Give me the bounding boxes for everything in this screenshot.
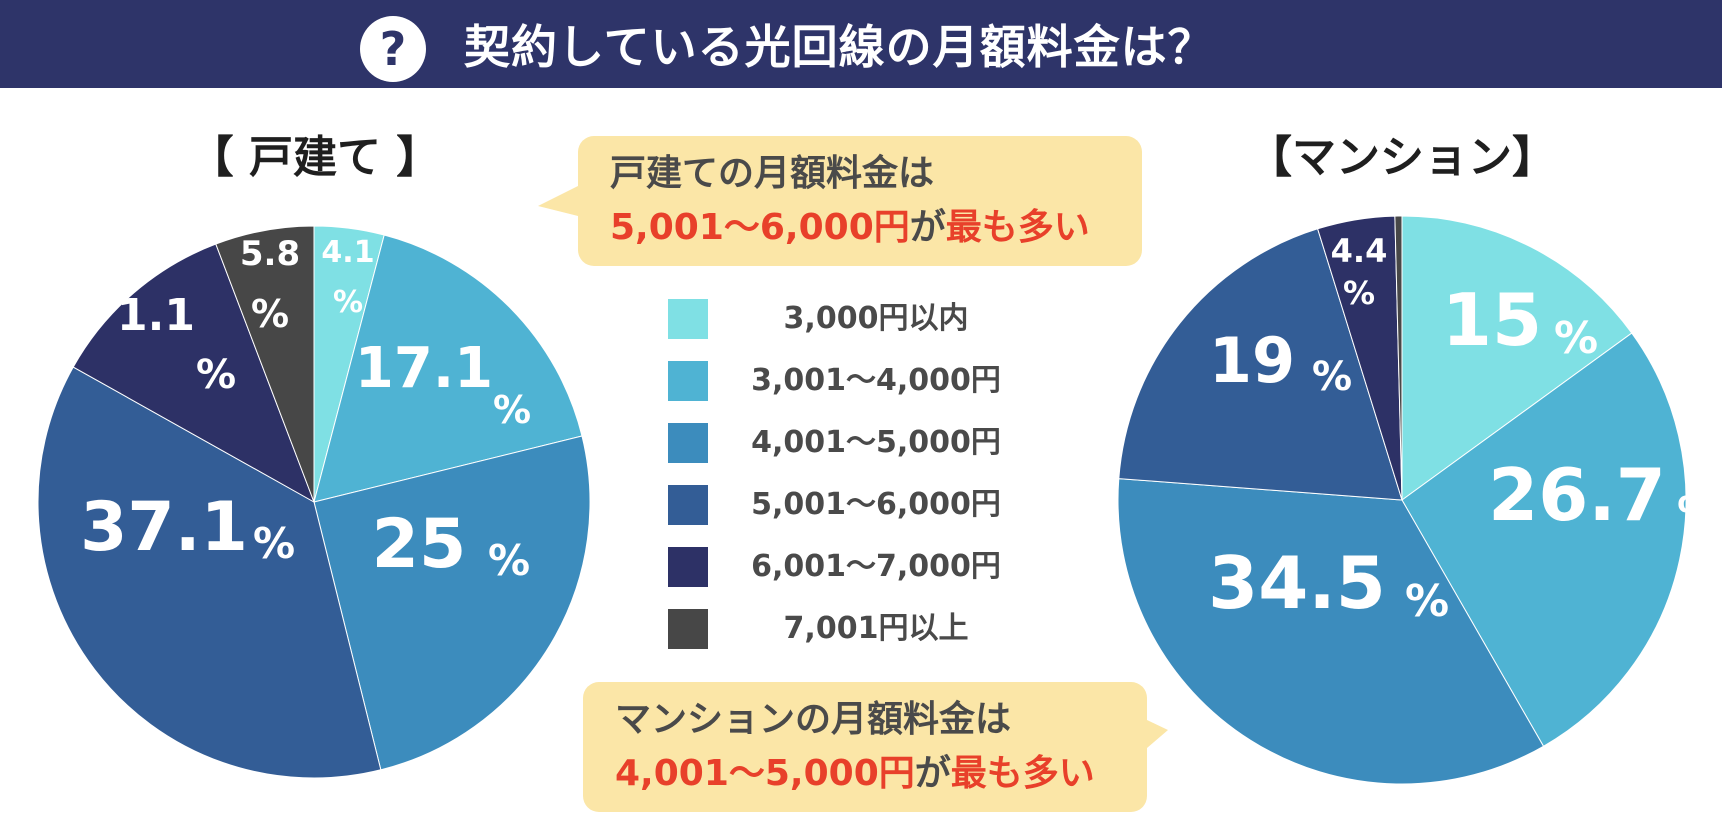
legend-item: 4,001〜5,000円 [668,421,1028,463]
chart-title-detached: 【 戸建て 】 [189,132,441,183]
legend-label: 3,001〜4,000円 [751,363,1001,398]
callout-detached: 戸建ての月額料金は 5,001〜6,000円が最も多い [578,136,1142,266]
legend-label: 3,000円以内 [783,301,969,336]
callout-mansion: マンションの月額料金は 4,001〜5,000円が最も多い [583,682,1147,812]
slice-unit-label: % [493,388,531,432]
slice-unit-label: % [1405,576,1449,627]
callout-mansion-result: 4,001〜5,000円が最も多い [615,746,1123,802]
pie-chart-detached: 4.1%17.1%25 %37.1 %1.1%5.8% [37,225,591,779]
pie-slice [72,243,315,504]
header-bar: ? 契約している光回線の月額料金は？ [0,0,1722,88]
legend-item: 3,000円以内 [668,297,1028,339]
chart-title-mansion: 【マンション】 [1248,132,1556,183]
callout-detached-emphasis: 最も多い [945,207,1090,248]
callout-detached-result: 5,001〜6,000円が最も多い [610,200,1118,256]
bubble-pointer-top [538,186,578,216]
slice-unit-label: % [488,536,530,585]
pie-chart-mansion: 15 %26.7 %34.5 %19 %4.4% [1117,215,1721,785]
pie-slice [313,234,583,503]
slice-value-label: 5.8 [240,234,300,274]
slice-unit-label: % [1677,488,1721,539]
slice-value-label: 1.1 [117,290,195,341]
pie-slice [1401,332,1687,747]
pie-slice [215,225,315,503]
pie-slice [37,366,382,779]
pie-slice [1117,478,1545,785]
legend-item: 7,001円以上 [668,607,1028,649]
slice-unit-label: % [1312,354,1352,400]
legend-label: 6,001〜7,000円 [751,549,1001,584]
slice-value-label: 37.1 [80,488,248,567]
callout-mansion-emphasis: 最も多い [950,753,1095,794]
pie-slice [1401,215,1633,501]
legend-item: 5,001〜6,000円 [668,483,1028,525]
legend-swatch [668,485,708,525]
slice-value-label: 4.4 [1331,232,1388,270]
bubble-pointer-bottom [1147,720,1168,748]
legend-swatch [668,423,708,463]
slice-unit-label: % [1343,274,1375,312]
slice-value-label: 4.1 [321,235,374,270]
legend-label: 4,001〜5,000円 [751,425,1001,460]
slice-unit-label: % [196,352,236,398]
legend-label: 7,001円以上 [783,611,969,646]
legend-label: 5,001〜6,000円 [751,487,1001,522]
pie-slice [1394,215,1403,501]
legend-item: 6,001〜7,000円 [668,545,1028,587]
slice-unit-label: % [1554,313,1598,364]
legend-swatch [668,609,708,649]
slice-unit-label: % [253,519,295,568]
legend-item: 3,001〜4,000円 [668,359,1028,401]
pie-slice [1118,228,1403,501]
callout-mansion-range: 4,001〜5,000円 [615,753,915,794]
slice-value-label: 34.5 [1208,541,1386,625]
slice-unit-label: % [251,292,289,336]
slice-value-label: 26.7 [1488,453,1666,537]
slice-value-label: 19 [1209,324,1295,397]
callout-detached-range: 5,001〜6,000円 [610,207,910,248]
legend-swatch [668,361,708,401]
callout-detached-text: 戸建ての月額料金は [610,153,935,194]
callout-mansion-text: マンションの月額料金は [615,699,1012,740]
question-icon: ? [360,16,426,82]
slice-value-label: 17.1 [355,336,493,401]
slice-value-label: 25 [372,505,467,584]
callout-mansion-particle: が [914,753,951,794]
legend-swatch [668,299,708,339]
legend: 3,000円以内 3,001〜4,000円 4,001〜5,000円 5,001… [668,297,1028,669]
slice-value-label: 15 [1442,278,1542,362]
callout-detached-particle: が [909,207,946,248]
slice-unit-label: % [333,285,363,320]
pie-slice [313,435,591,771]
legend-swatch [668,547,708,587]
page-title: 契約している光回線の月額料金は？ [464,20,1215,74]
